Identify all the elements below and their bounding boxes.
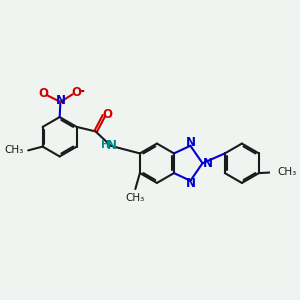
Text: CH₃: CH₃ <box>4 146 24 155</box>
Text: N: N <box>107 139 117 152</box>
Text: O: O <box>71 86 81 99</box>
Text: CH₃: CH₃ <box>277 167 296 177</box>
Text: N: N <box>203 157 213 170</box>
Text: N: N <box>56 94 65 106</box>
Text: N: N <box>186 177 196 190</box>
Text: O: O <box>103 108 113 121</box>
Text: O: O <box>38 87 48 100</box>
Text: H: H <box>101 140 110 150</box>
Text: N: N <box>186 136 196 149</box>
Text: CH₃: CH₃ <box>126 193 145 203</box>
Text: -: - <box>78 83 84 98</box>
